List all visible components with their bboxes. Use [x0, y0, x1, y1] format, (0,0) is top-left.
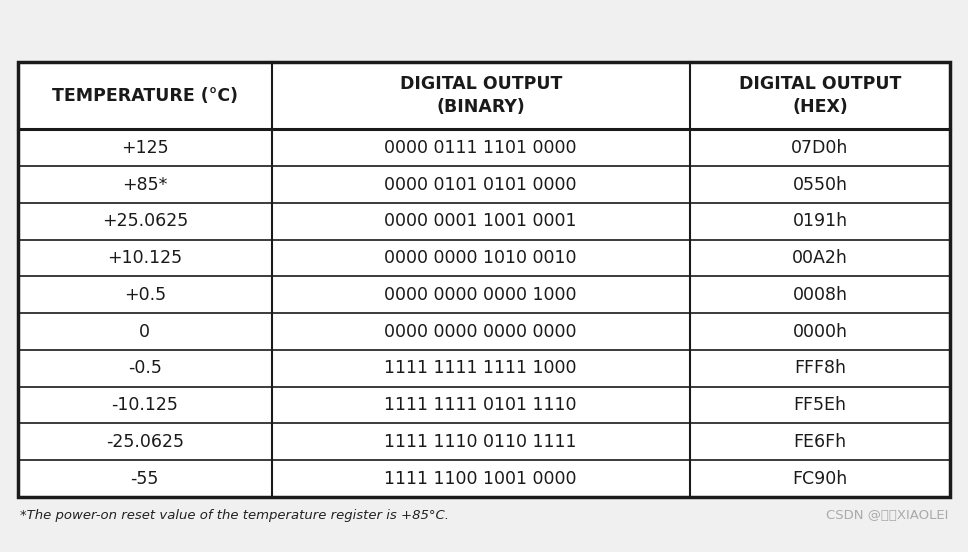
- Text: DIGITAL OUTPUT
(HEX): DIGITAL OUTPUT (HEX): [739, 75, 901, 116]
- Text: 1111 1100 1001 0000: 1111 1100 1001 0000: [384, 470, 577, 487]
- Text: 1111 1111 1111 1000: 1111 1111 1111 1000: [384, 359, 577, 378]
- Text: CSDN @无敌XIAOLEI: CSDN @无敌XIAOLEI: [826, 509, 948, 522]
- Text: +10.125: +10.125: [107, 249, 182, 267]
- Text: 1111 1111 0101 1110: 1111 1111 0101 1110: [384, 396, 577, 414]
- Text: -10.125: -10.125: [111, 396, 178, 414]
- Text: 1111 1110 0110 1111: 1111 1110 0110 1111: [384, 433, 577, 451]
- Text: +0.5: +0.5: [124, 286, 166, 304]
- Text: FFF8h: FFF8h: [794, 359, 846, 378]
- Text: 0000 0111 1101 0000: 0000 0111 1101 0000: [384, 139, 577, 157]
- Text: 0000 0000 0000 0000: 0000 0000 0000 0000: [384, 322, 577, 341]
- Text: DIGITAL OUTPUT
(BINARY): DIGITAL OUTPUT (BINARY): [400, 75, 562, 116]
- Text: 0000 0000 0000 1000: 0000 0000 0000 1000: [384, 286, 577, 304]
- Text: -25.0625: -25.0625: [106, 433, 184, 451]
- Text: TEMPERATURE (°C): TEMPERATURE (°C): [51, 87, 238, 105]
- Text: 0008h: 0008h: [793, 286, 848, 304]
- Text: 0000 0101 0101 0000: 0000 0101 0101 0000: [384, 176, 577, 194]
- Text: 0000 0001 1001 0001: 0000 0001 1001 0001: [384, 213, 577, 230]
- Text: +125: +125: [121, 139, 168, 157]
- Text: FE6Fh: FE6Fh: [794, 433, 847, 451]
- Bar: [18, 62, 950, 497]
- Text: 0000 0000 1010 0010: 0000 0000 1010 0010: [384, 249, 577, 267]
- Text: 07D0h: 07D0h: [791, 139, 849, 157]
- Bar: [18, 62, 950, 497]
- Text: 00A2h: 00A2h: [792, 249, 848, 267]
- Text: 0550h: 0550h: [793, 176, 848, 194]
- Text: +25.0625: +25.0625: [102, 213, 188, 230]
- Text: +85*: +85*: [122, 176, 167, 194]
- Text: 0191h: 0191h: [793, 213, 848, 230]
- Text: 0000h: 0000h: [793, 322, 848, 341]
- Text: 0: 0: [139, 322, 150, 341]
- Text: -0.5: -0.5: [128, 359, 162, 378]
- Text: *The power-on reset value of the temperature register is +85°C.: *The power-on reset value of the tempera…: [20, 509, 449, 522]
- Text: FF5Eh: FF5Eh: [794, 396, 846, 414]
- Text: -55: -55: [131, 470, 159, 487]
- Text: FC90h: FC90h: [793, 470, 848, 487]
